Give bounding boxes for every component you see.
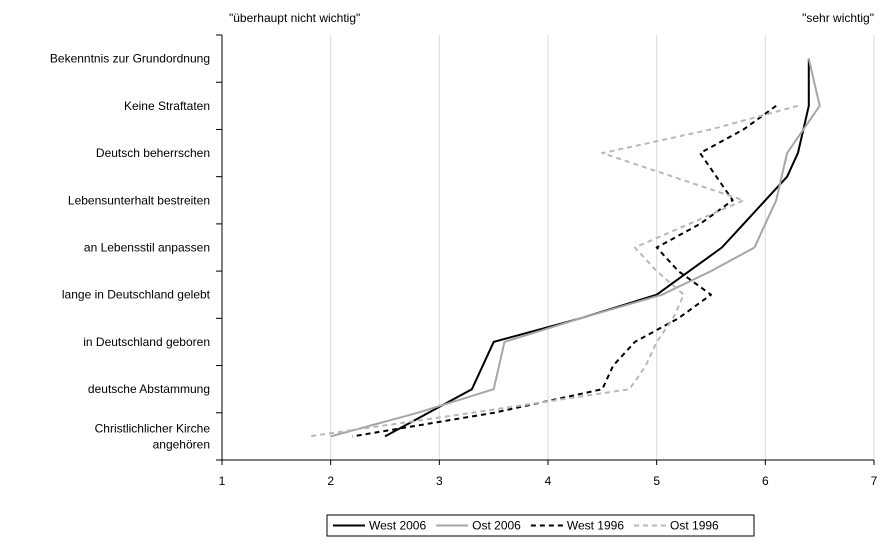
series-line-west-2006 [384,58,810,438]
scale-low-label: "überhaupt nicht wichtig" [229,11,360,25]
legend-label: Ost 1996 [670,519,719,533]
series-lines [308,58,821,438]
category-label: lange in Deutschland gelebt [62,288,211,302]
legend-label: Ost 2006 [472,519,521,533]
x-tick-label: 5 [653,474,660,488]
category-label: angehören [153,437,210,451]
category-label: in Deutschland geboren [83,335,210,349]
category-label: an Lebensstil anpassen [84,241,210,255]
category-label: Christlichlicher Kirche [95,421,211,435]
x-tick-label: 6 [762,474,769,488]
series-line-west-1996 [352,104,777,438]
category-label: Lebensunterhalt bestreiten [68,193,210,207]
series-line-ost-2006 [330,58,821,438]
x-tick-label: 2 [327,474,334,488]
x-tick-label: 3 [436,474,443,488]
category-label: Deutsch beherrschen [96,146,210,160]
axes [216,34,875,465]
legend: West 2006 Ost 2006 West 1996 Ost 1996 [326,514,755,537]
x-tick-labels: 1 2 3 4 5 6 7 [219,474,878,488]
category-labels: Bekenntnis zur Grundordnung Keine Strafta… [50,52,211,452]
gridlines [330,35,875,460]
x-tick-label: 1 [219,474,226,488]
scale-high-label: "sehr wichtig" [802,11,874,25]
x-tick-label: 4 [545,474,552,488]
legend-label: West 2006 [369,519,426,533]
series-line-ost-1996 [308,104,799,438]
x-tick-label: 7 [871,474,878,488]
category-label: deutsche Abstammung [88,382,210,396]
category-label: Bekenntnis zur Grundordnung [50,52,210,66]
legend-label: West 1996 [567,519,624,533]
category-label: Keine Straftaten [124,99,210,113]
